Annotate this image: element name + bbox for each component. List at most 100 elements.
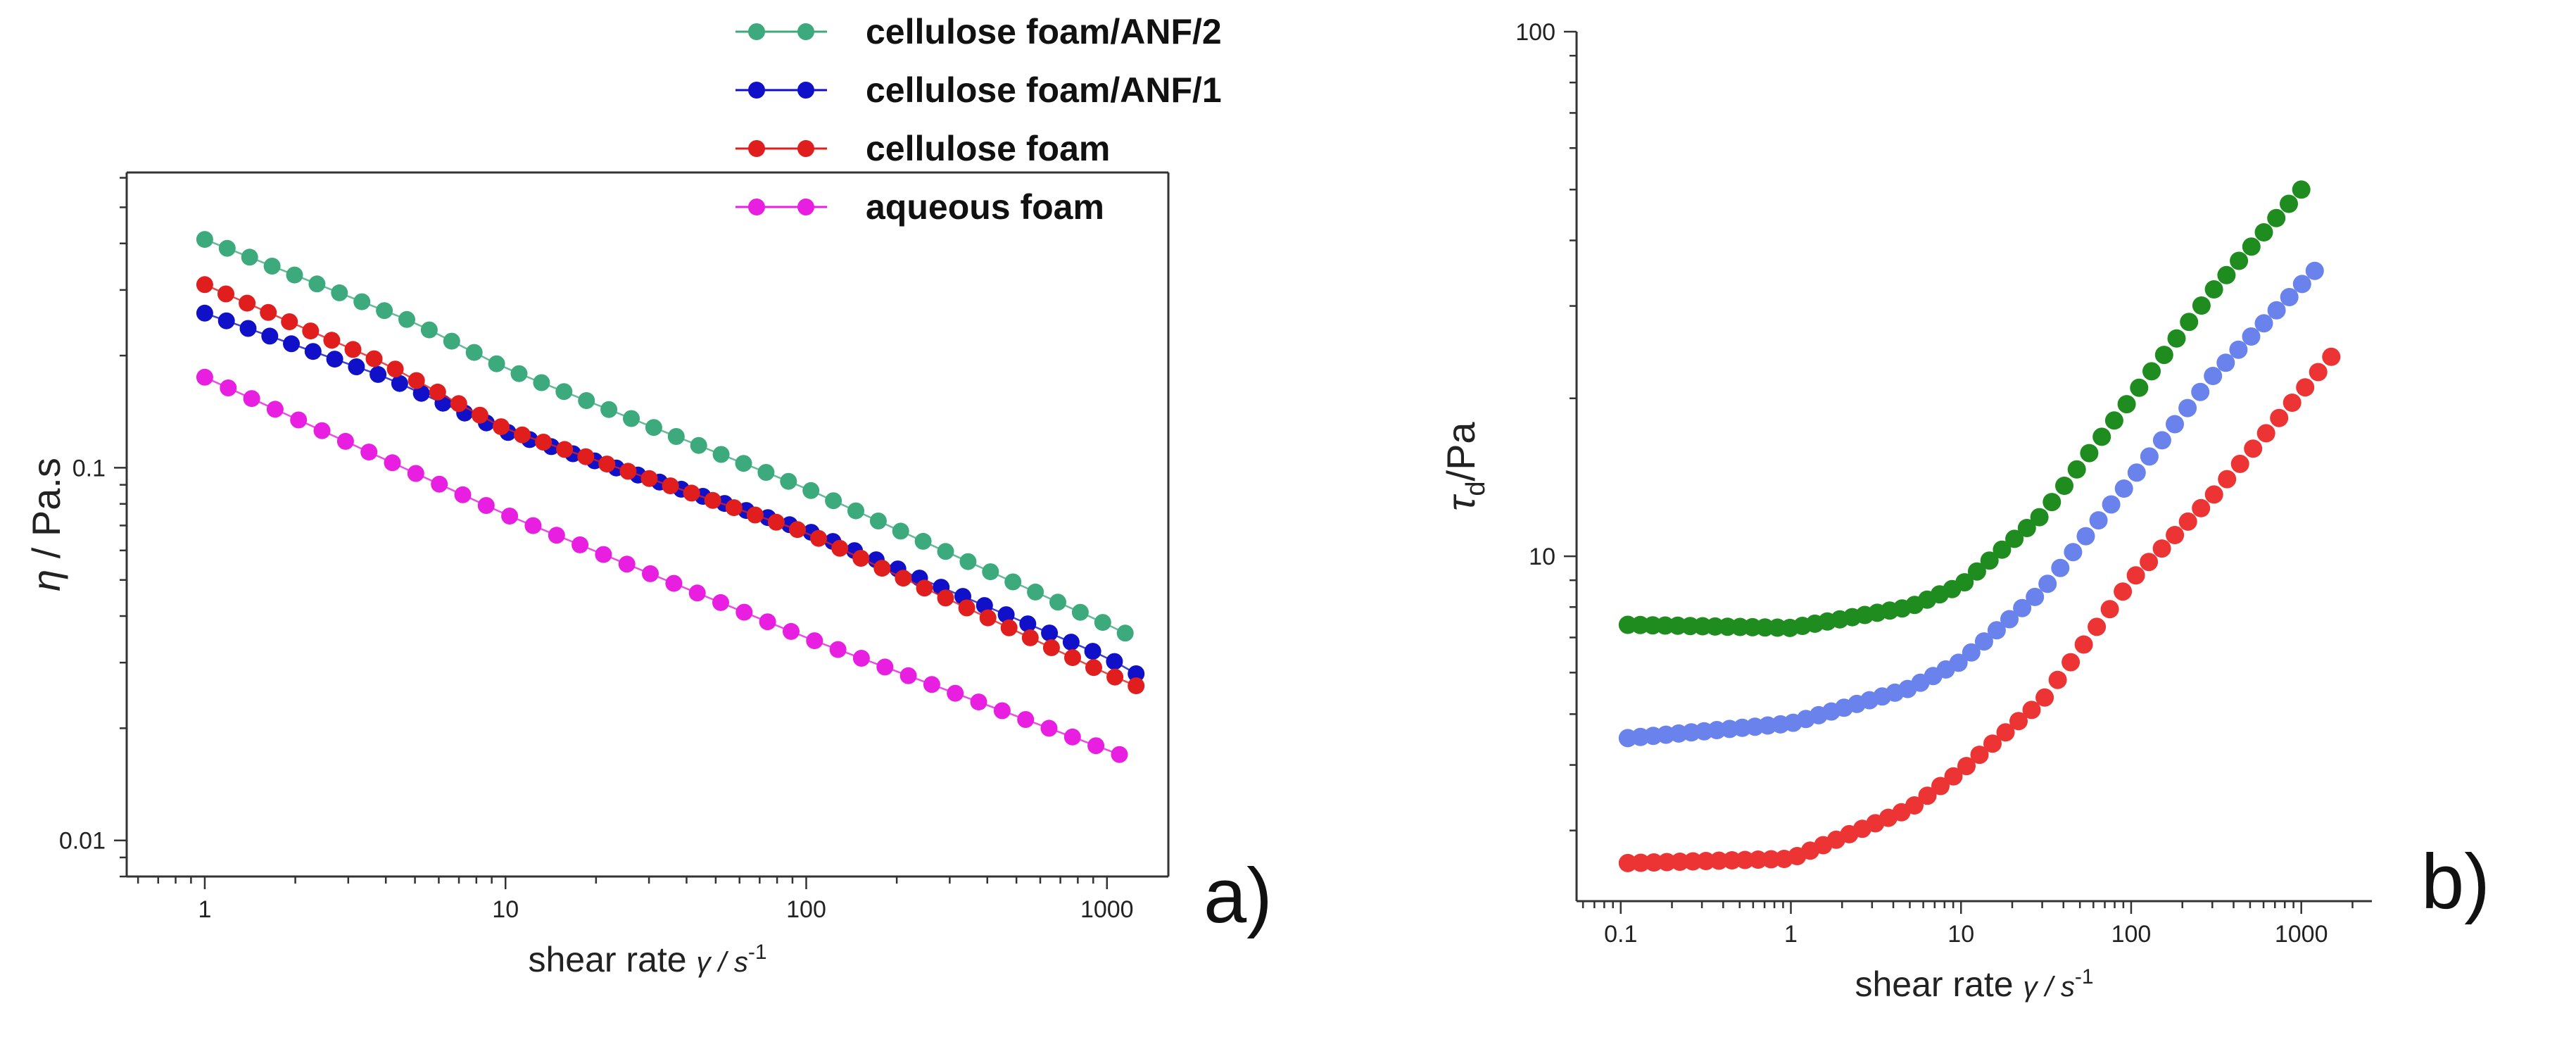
data-point (420, 321, 438, 339)
data-point (1962, 643, 1981, 662)
data-point (997, 606, 1015, 624)
series-0 (196, 231, 1134, 642)
data-point (360, 444, 378, 461)
data-point (323, 332, 341, 349)
data-point (1710, 851, 1729, 870)
data-point (852, 550, 870, 567)
data-point (757, 464, 775, 481)
data-point (993, 702, 1011, 720)
data-point (1748, 850, 1767, 869)
data-point (344, 341, 362, 358)
data-point (1670, 853, 1689, 871)
legend-item: cellulose foam/ANF/1 (735, 70, 1222, 110)
data-point (1042, 639, 1060, 656)
data-point (556, 441, 574, 458)
data-point (1970, 746, 1989, 765)
data-point (376, 302, 393, 320)
data-point (1106, 653, 1123, 670)
legend-label: cellulose foam/ANF/2 (866, 12, 1222, 51)
data-point (2127, 463, 2146, 482)
data-point (899, 667, 917, 684)
data-point (1762, 850, 1781, 869)
data-point (2178, 398, 2197, 417)
data-point (353, 293, 371, 310)
data-point (970, 693, 987, 711)
legend-item: cellulose foam (735, 129, 1110, 168)
data-point (947, 684, 964, 702)
data-point (2309, 363, 2328, 382)
data-point (454, 486, 472, 503)
data-point (2267, 301, 2286, 320)
x-axis-title: shear rate γ / s-1 (1855, 965, 2093, 1004)
data-point (283, 335, 300, 353)
y-tick-label: 0.01 (59, 828, 106, 855)
data-point (261, 327, 279, 345)
data-point (2104, 411, 2123, 430)
data-point (1040, 720, 1058, 737)
data-point (1064, 649, 1081, 667)
data-point (2100, 600, 2119, 619)
data-point (501, 508, 519, 524)
data-point (477, 497, 495, 514)
data-point (2017, 519, 2036, 537)
data-point (2204, 485, 2223, 504)
data-point (281, 313, 298, 330)
data-point (959, 553, 977, 570)
data-point (196, 231, 213, 249)
data-point (735, 603, 753, 621)
data-point (1084, 643, 1101, 660)
data-point (2064, 543, 2083, 562)
x-tick-label: 0.1 (1604, 921, 1637, 948)
data-point (665, 574, 683, 592)
data-point (217, 312, 235, 329)
data-point (623, 410, 640, 427)
data-point (1618, 853, 1637, 872)
legend-label: cellulose foam/ANF/1 (866, 70, 1222, 110)
legend-marker (797, 140, 814, 157)
data-point (2244, 439, 2263, 458)
data-point (1722, 851, 1741, 869)
data-point (2154, 346, 2173, 365)
data-point (578, 392, 595, 409)
data-point (217, 285, 234, 303)
data-point (2216, 353, 2235, 372)
data-point (1021, 629, 1039, 646)
data-point (577, 448, 595, 465)
y-tick-label: 0.1 (72, 455, 106, 482)
data-point (533, 374, 550, 391)
series-3 (196, 368, 1128, 763)
data-point (220, 379, 237, 396)
data-point (2000, 610, 2019, 629)
data-point (1049, 593, 1066, 611)
data-point (662, 477, 679, 495)
data-point (384, 454, 401, 472)
data-point (2026, 587, 2045, 606)
data-point (618, 555, 636, 573)
data-point (895, 570, 912, 587)
data-point (802, 482, 820, 499)
data-point (239, 294, 256, 312)
data-point (555, 383, 573, 401)
data-point (2130, 378, 2149, 397)
data-point (2009, 712, 2028, 731)
data-point (869, 513, 887, 529)
data-point (1996, 723, 2015, 742)
data-point (465, 344, 483, 361)
data-point (2242, 327, 2261, 346)
data-point (2048, 670, 2067, 689)
legend-marker (797, 82, 814, 99)
data-point (2242, 237, 2261, 256)
data-point (2204, 280, 2223, 299)
legend-marker (748, 23, 765, 40)
data-point (2055, 477, 2073, 495)
data-point (286, 266, 303, 284)
data-point (892, 522, 909, 540)
legend-marker (748, 82, 765, 99)
data-point (831, 539, 849, 557)
data-point (2166, 526, 2185, 544)
data-point (873, 560, 891, 577)
data-point (2074, 635, 2093, 654)
data-point (2180, 313, 2199, 332)
series-line (204, 376, 1120, 755)
data-point (2292, 275, 2311, 294)
